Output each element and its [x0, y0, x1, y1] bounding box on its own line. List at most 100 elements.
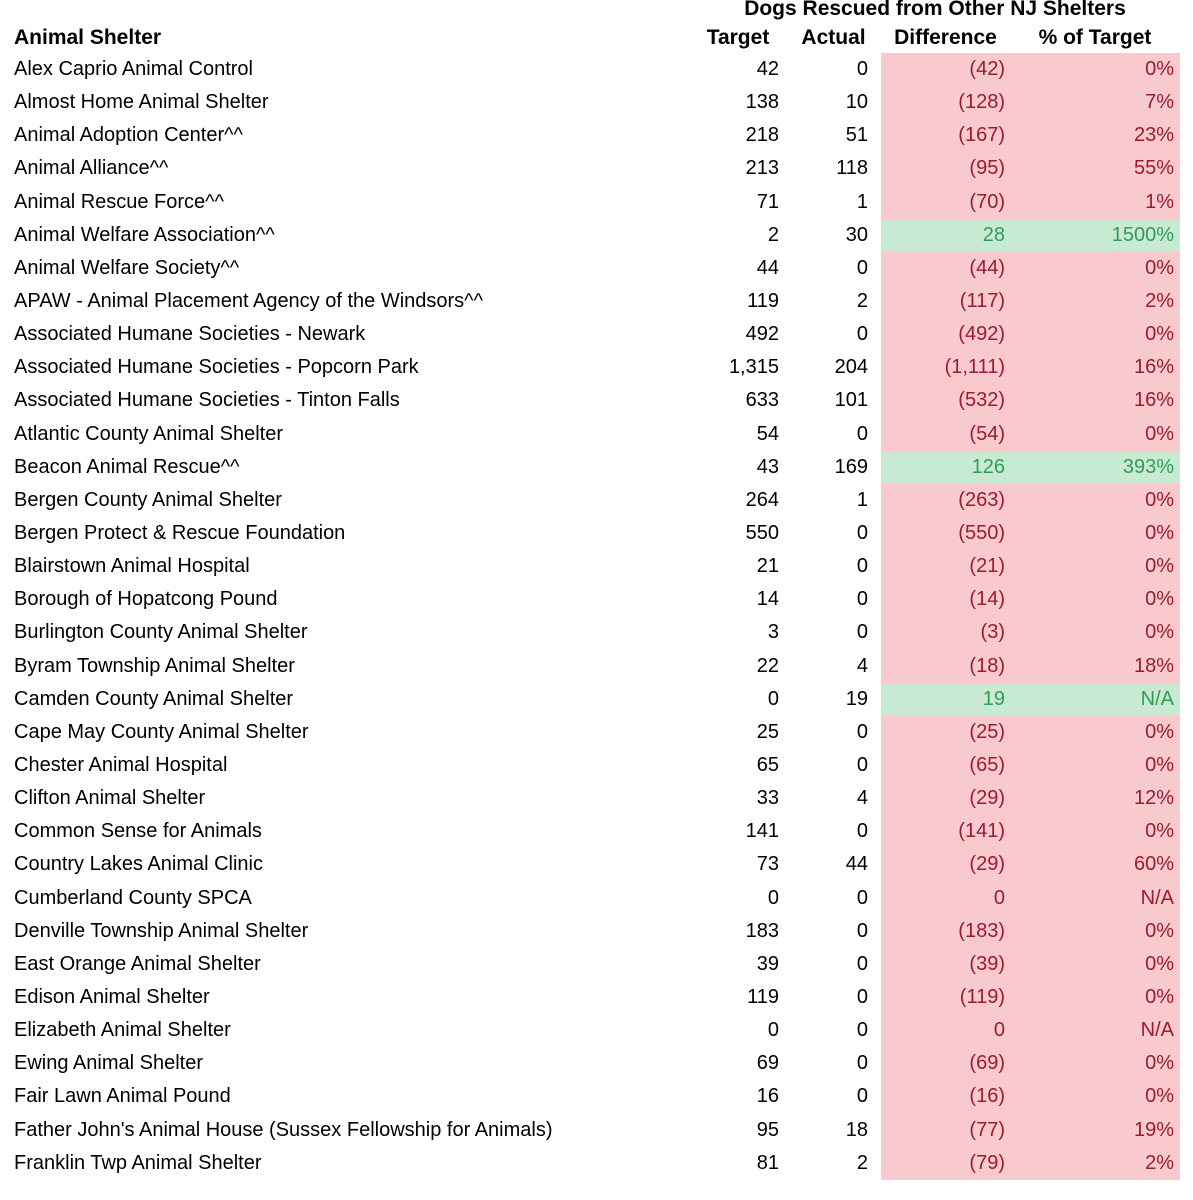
table-row: Father John's Animal House (Sussex Fello…	[0, 1113, 1193, 1147]
pct-of-target-cell: 0%	[1010, 550, 1180, 584]
shelter-name-cell: Associated Humane Societies - Newark	[14, 323, 366, 346]
shelter-name-cell: Animal Welfare Society^^	[14, 256, 240, 279]
actual-cell: 19	[845, 687, 868, 710]
shelter-name-cell: Animal Alliance^^	[14, 157, 169, 180]
target-cell: 1,315	[728, 356, 779, 379]
table-row: Bergen County Animal Shelter 264 1 (263)…	[0, 483, 1193, 517]
table-body: Alex Caprio Animal Control 42 0 (42) 0% …	[0, 53, 1193, 1180]
actual-cell: 1	[856, 488, 868, 511]
difference-cell: 0	[881, 1014, 1010, 1048]
target-cell: 16	[756, 1085, 779, 1108]
difference-cell: (29)	[881, 848, 1010, 882]
column-header-actual: Actual	[801, 26, 866, 49]
actual-cell: 4	[856, 654, 868, 677]
actual-cell: 0	[856, 753, 868, 776]
table-row: Chester Animal Hospital 65 0 (65) 0%	[0, 748, 1193, 783]
actual-cell: 0	[856, 521, 868, 544]
actual-cell: 0	[856, 422, 868, 445]
shelter-name-cell: Father John's Animal House (Sussex Fello…	[14, 1118, 553, 1141]
page-title: Dogs Rescued from Other NJ Shelters	[744, 0, 1126, 20]
target-cell: 119	[747, 985, 779, 1008]
target-cell: 3	[767, 621, 779, 644]
actual-cell: 169	[834, 455, 868, 478]
shelter-name-cell: Elizabeth Animal Shelter	[14, 1019, 231, 1042]
actual-cell: 0	[856, 588, 868, 611]
target-cell: 218	[745, 124, 779, 147]
actual-cell: 0	[856, 256, 868, 279]
shelter-name-cell: Blairstown Animal Hospital	[14, 555, 250, 578]
table-row: Animal Welfare Society^^ 44 0 (44) 0%	[0, 251, 1193, 285]
actual-cell: 0	[856, 555, 868, 578]
target-cell: 69	[756, 1052, 779, 1075]
shelter-name-cell: Beacon Animal Rescue^^	[14, 455, 240, 478]
pct-of-target-cell: 0%	[1010, 815, 1180, 849]
table-row: Fair Lawn Animal Pound 16 0 (16) 0%	[0, 1080, 1193, 1114]
target-cell: 95	[756, 1118, 779, 1141]
shelter-name-cell: Franklin Twp Animal Shelter	[14, 1151, 262, 1174]
actual-cell: 1	[856, 190, 868, 213]
difference-cell: (550)	[881, 516, 1010, 551]
shelter-name-cell: Almost Home Animal Shelter	[14, 91, 269, 114]
pct-of-target-cell: 0%	[1010, 715, 1180, 749]
pct-of-target-cell: 0%	[1010, 1047, 1180, 1081]
pct-of-target-cell: 16%	[1010, 384, 1180, 418]
shelter-name-cell: Cumberland County SPCA	[14, 886, 252, 909]
target-cell: 550	[745, 521, 779, 544]
difference-cell: (65)	[881, 748, 1010, 783]
pct-of-target-cell: 0%	[1010, 483, 1180, 517]
difference-cell: (128)	[881, 86, 1010, 120]
table-row: Borough of Hopatcong Pound 14 0 (14) 0%	[0, 583, 1193, 617]
difference-cell: (70)	[881, 185, 1010, 219]
actual-cell: 51	[845, 124, 868, 147]
pct-of-target-cell: 60%	[1010, 848, 1180, 882]
target-cell: 54	[756, 422, 779, 445]
pct-of-target-cell: 2%	[1010, 1146, 1180, 1180]
difference-cell: (39)	[881, 947, 1010, 981]
actual-cell: 0	[856, 58, 868, 80]
table-row: Associated Humane Societies - Newark 492…	[0, 318, 1193, 352]
table-row: Blairstown Animal Hospital 21 0 (21) 0%	[0, 550, 1193, 584]
table-row: East Orange Animal Shelter 39 0 (39) 0%	[0, 947, 1193, 981]
target-cell: 213	[745, 157, 779, 180]
pct-of-target-cell: 55%	[1010, 152, 1180, 186]
table-row: Animal Alliance^^ 213 118 (95) 55%	[0, 152, 1193, 186]
actual-cell: 0	[856, 621, 868, 644]
table-row: Alex Caprio Animal Control 42 0 (42) 0%	[0, 53, 1193, 87]
difference-cell: 0	[881, 881, 1010, 915]
shelter-name-cell: Alex Caprio Animal Control	[14, 58, 253, 80]
actual-cell: 0	[856, 820, 868, 843]
pct-of-target-cell: 0%	[1010, 53, 1180, 87]
shelter-name-cell: Associated Humane Societies - Tinton Fal…	[14, 389, 400, 412]
pct-of-target-cell: 1500%	[1010, 218, 1180, 252]
target-cell: 21	[756, 555, 779, 578]
actual-cell: 0	[856, 1052, 868, 1075]
target-cell: 65	[756, 753, 779, 776]
table-row: Elizabeth Animal Shelter 0 0 0 N/A	[0, 1014, 1193, 1048]
shelter-name-cell: Associated Humane Societies - Popcorn Pa…	[14, 356, 419, 379]
shelter-name-cell: Byram Township Animal Shelter	[14, 654, 295, 677]
table-row: Associated Humane Societies - Popcorn Pa…	[0, 351, 1193, 385]
actual-cell: 4	[856, 787, 868, 810]
target-cell: 39	[756, 952, 779, 975]
actual-cell: 0	[856, 985, 868, 1008]
table-row: Clifton Animal Shelter 33 4 (29) 12%	[0, 782, 1193, 816]
table-row: APAW - Animal Placement Agency of the Wi…	[0, 284, 1193, 319]
table-row: Cape May County Animal Shelter 25 0 (25)…	[0, 715, 1193, 749]
table-row: Byram Township Animal Shelter 22 4 (18) …	[0, 649, 1193, 683]
difference-cell: (141)	[881, 815, 1010, 849]
pct-of-target-cell: 0%	[1010, 748, 1180, 783]
difference-cell: (117)	[881, 284, 1010, 319]
difference-cell: (77)	[881, 1113, 1010, 1147]
actual-cell: 0	[856, 952, 868, 975]
pct-of-target-cell: N/A	[1010, 682, 1180, 716]
actual-cell: 10	[845, 91, 868, 114]
target-cell: 25	[756, 720, 779, 743]
actual-cell: 0	[856, 886, 868, 909]
pct-of-target-cell: 23%	[1010, 119, 1180, 153]
shelter-name-cell: Borough of Hopatcong Pound	[14, 588, 278, 611]
actual-cell: 44	[845, 853, 868, 876]
pct-of-target-cell: N/A	[1010, 1014, 1180, 1048]
pct-of-target-cell: 0%	[1010, 616, 1180, 650]
difference-cell: (263)	[881, 483, 1010, 517]
pct-of-target-cell: 0%	[1010, 516, 1180, 551]
